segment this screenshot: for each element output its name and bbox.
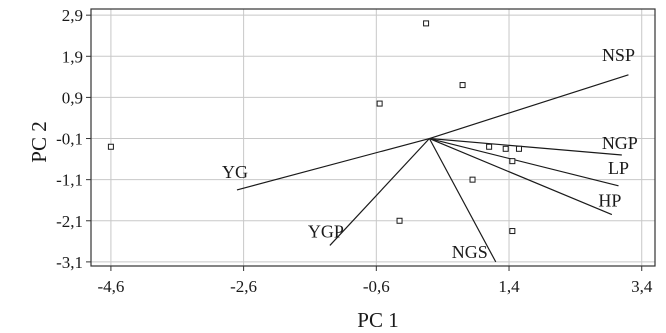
score-point bbox=[107, 143, 114, 150]
loading-vectors: NSP NGP LP HP NGS YGP YG bbox=[222, 45, 638, 263]
score-point bbox=[509, 228, 516, 235]
y-tick-label: 2,9 bbox=[62, 6, 83, 25]
vector-label-ngs: NGS bbox=[452, 242, 488, 262]
vector-label-ygp: YGP bbox=[308, 221, 344, 241]
score-point bbox=[459, 82, 466, 89]
score-point bbox=[509, 158, 516, 165]
loading-vector-ygp bbox=[329, 138, 430, 246]
vector-label-nsp: NSP bbox=[602, 45, 635, 65]
y-axis-title: PC 2 bbox=[27, 121, 51, 162]
score-point bbox=[396, 217, 403, 224]
score-point bbox=[486, 143, 493, 150]
loading-vector-ngp bbox=[429, 137, 622, 156]
x-tick-label: 3,4 bbox=[631, 277, 653, 296]
grid bbox=[91, 9, 655, 266]
y-tick-label: -1,1 bbox=[56, 171, 83, 190]
score-point bbox=[515, 145, 522, 152]
score-point bbox=[469, 176, 476, 183]
x-tick-label: 1,4 bbox=[498, 277, 520, 296]
vector-label-hp: HP bbox=[598, 191, 621, 211]
x-tick-label: -0,6 bbox=[363, 277, 390, 296]
vector-label-ngp: NGP bbox=[602, 133, 638, 153]
x-tick-label: -4,6 bbox=[97, 277, 124, 296]
score-points bbox=[107, 20, 522, 235]
y-tick-label: 1,9 bbox=[62, 47, 83, 66]
score-point bbox=[502, 145, 509, 152]
loading-vector-ngs bbox=[428, 138, 497, 263]
y-tick-label: -3,1 bbox=[56, 253, 83, 272]
loading-vector-yg bbox=[236, 137, 430, 191]
plot-frame bbox=[90, 8, 656, 267]
y-tick-label: -0,1 bbox=[56, 130, 83, 149]
score-point bbox=[423, 20, 430, 27]
loading-vector-nsp bbox=[429, 74, 629, 140]
vector-label-lp: LP bbox=[608, 158, 629, 178]
y-tick-label: 0,9 bbox=[62, 88, 83, 107]
vector-label-yg: YG bbox=[222, 162, 248, 182]
x-tick-label: -2,6 bbox=[230, 277, 257, 296]
y-tick-label: -2,1 bbox=[56, 212, 83, 231]
loading-vector-lp bbox=[429, 137, 619, 187]
ticks: -4,6 -2,6 -0,6 1,4 3,4 2,9 1,9 0,9 -0,1 -1,1 -2,1 -… bbox=[56, 6, 653, 296]
loading-vector-hp bbox=[429, 137, 613, 216]
score-point bbox=[376, 100, 383, 107]
x-axis-title: PC 1 bbox=[357, 308, 398, 332]
